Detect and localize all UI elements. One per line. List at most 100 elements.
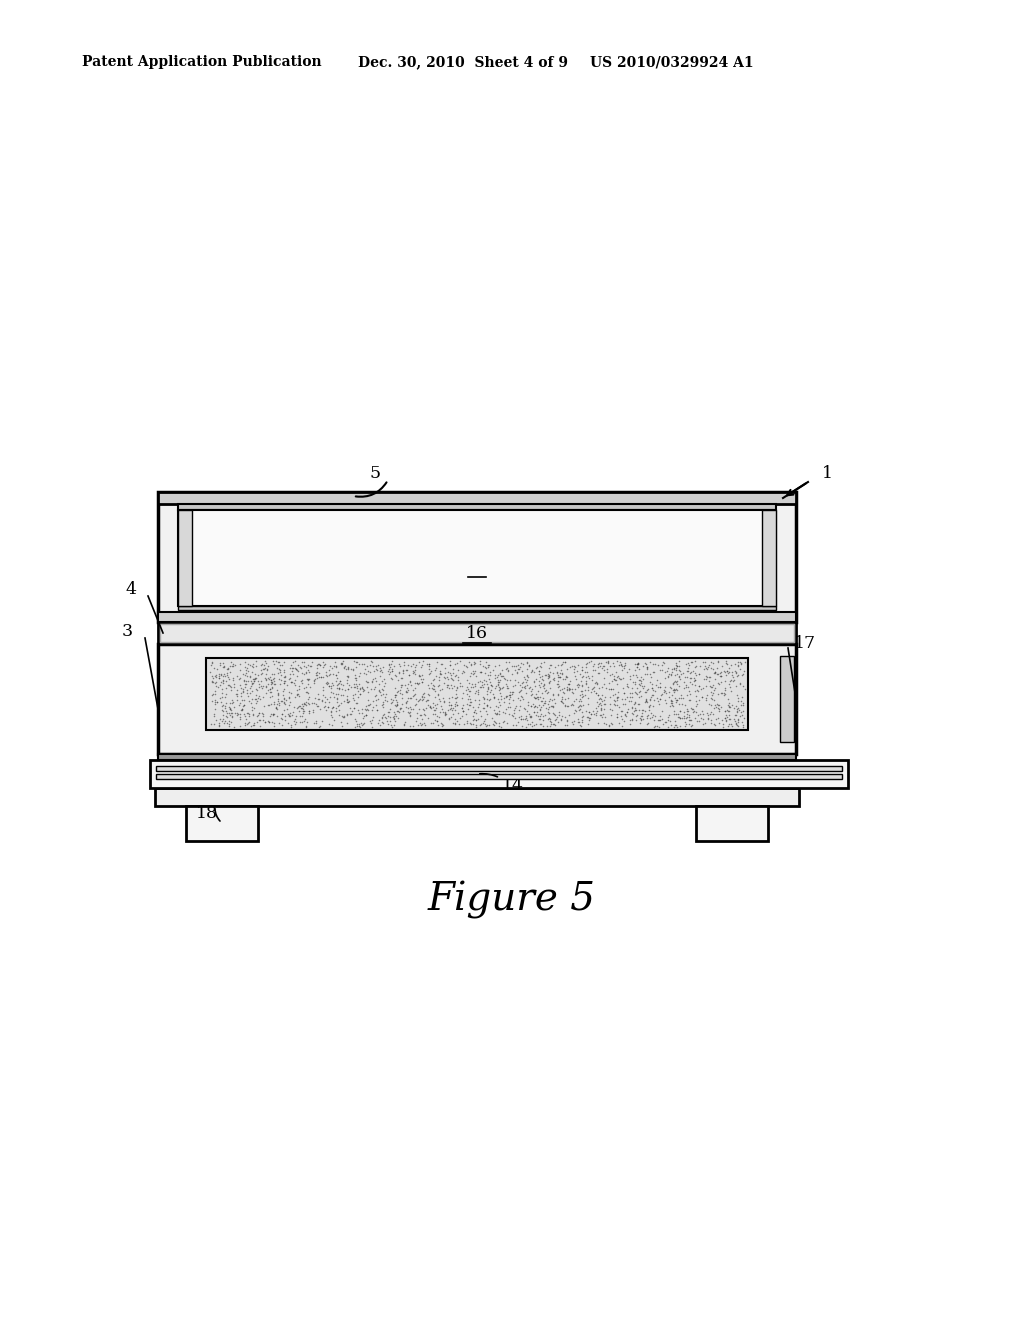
Point <box>620 686 636 708</box>
Point <box>387 710 403 731</box>
Point <box>646 661 663 682</box>
Point <box>308 694 325 715</box>
Point <box>434 653 451 675</box>
Point <box>313 667 330 688</box>
Point <box>331 694 347 715</box>
Point <box>501 704 517 725</box>
Point <box>212 675 228 696</box>
Point <box>541 664 557 685</box>
Point <box>535 709 551 730</box>
Point <box>707 689 723 710</box>
Point <box>228 686 245 708</box>
Point <box>604 684 621 705</box>
Point <box>586 653 602 675</box>
Point <box>546 668 562 689</box>
Point <box>589 692 605 713</box>
Point <box>421 655 437 676</box>
Point <box>408 689 424 710</box>
Point <box>701 667 718 688</box>
Point <box>446 696 463 717</box>
Point <box>211 665 227 686</box>
Point <box>275 678 292 700</box>
Point <box>668 692 684 713</box>
Point <box>604 671 621 692</box>
Point <box>300 659 316 680</box>
Point <box>697 689 714 710</box>
Point <box>678 713 694 734</box>
Point <box>681 690 697 711</box>
Point <box>355 680 372 701</box>
Point <box>717 700 733 721</box>
Point <box>610 655 627 676</box>
Point <box>292 656 308 677</box>
Point <box>294 651 310 672</box>
Point <box>620 701 636 722</box>
Text: Dec. 30, 2010  Sheet 4 of 9: Dec. 30, 2010 Sheet 4 of 9 <box>358 55 568 69</box>
Point <box>358 700 375 721</box>
Point <box>461 672 477 693</box>
Point <box>293 697 309 718</box>
Point <box>569 696 586 717</box>
Point <box>529 689 546 710</box>
Point <box>380 701 396 722</box>
Point <box>342 697 358 718</box>
Point <box>561 673 578 694</box>
Point <box>349 651 366 672</box>
Point <box>214 686 230 708</box>
Point <box>553 709 569 730</box>
Point <box>532 656 549 677</box>
Point <box>348 693 365 714</box>
Point <box>468 710 484 731</box>
Point <box>578 684 594 705</box>
Point <box>680 676 696 697</box>
Point <box>678 675 694 696</box>
Point <box>404 715 421 737</box>
Point <box>339 713 355 734</box>
Point <box>409 673 425 694</box>
Point <box>430 689 446 710</box>
Point <box>574 708 591 729</box>
Point <box>550 667 566 688</box>
Point <box>623 682 639 704</box>
Point <box>248 689 264 710</box>
Point <box>707 715 723 737</box>
Point <box>248 678 264 700</box>
Point <box>323 664 339 685</box>
Point <box>631 681 647 702</box>
Point <box>557 694 573 715</box>
Point <box>413 668 429 689</box>
Point <box>684 714 700 735</box>
Point <box>366 678 382 700</box>
Point <box>252 715 268 737</box>
Point <box>682 684 698 705</box>
Point <box>258 669 274 690</box>
Point <box>269 690 286 711</box>
Point <box>462 665 478 686</box>
Point <box>680 713 696 734</box>
Point <box>383 668 399 689</box>
Point <box>507 669 523 690</box>
Point <box>679 684 695 705</box>
Point <box>644 678 660 700</box>
Point <box>284 657 300 678</box>
Point <box>523 696 540 717</box>
Point <box>479 714 496 735</box>
Point <box>421 659 437 680</box>
Point <box>479 677 496 698</box>
Point <box>230 704 247 725</box>
Point <box>331 705 347 726</box>
Point <box>466 708 482 729</box>
Point <box>306 669 323 690</box>
Point <box>472 671 488 692</box>
Point <box>557 694 573 715</box>
Point <box>682 671 698 692</box>
Point <box>288 659 304 680</box>
Point <box>644 673 660 694</box>
Point <box>672 669 688 690</box>
Point <box>240 671 256 692</box>
Point <box>600 715 616 737</box>
Point <box>568 668 585 689</box>
Point <box>549 663 565 684</box>
Point <box>362 693 379 714</box>
Point <box>223 706 240 727</box>
